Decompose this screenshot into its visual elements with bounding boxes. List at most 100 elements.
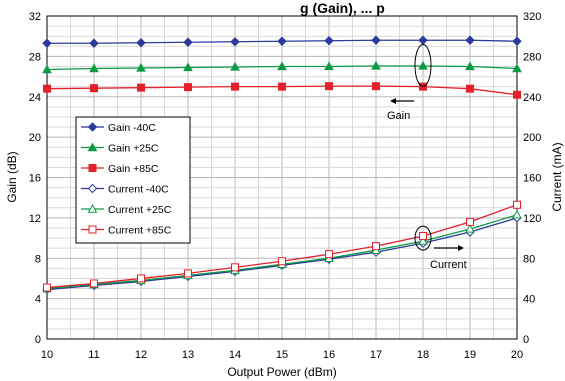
data-point xyxy=(419,232,427,241)
y2-tick-label: 80 xyxy=(523,253,535,265)
x-tick-label: 16 xyxy=(323,349,335,361)
x-tick-label: 14 xyxy=(229,349,241,361)
legend-label-current-25c: Current +25C xyxy=(108,204,172,216)
x-tick-label: 11 xyxy=(88,349,99,361)
legend-label-gain-40c: Gain -40C xyxy=(108,122,156,134)
legend-label-current-85c: Current +85C xyxy=(108,225,172,237)
x-tick-labels: 10 11 12 13 14 15 16 17 18 19 20 xyxy=(41,349,523,361)
data-point xyxy=(372,82,380,91)
current-callout-ellipse xyxy=(414,225,432,251)
data-point xyxy=(136,62,146,72)
data-point xyxy=(372,242,380,251)
y2-axis-label: Current (mA) xyxy=(550,142,564,211)
legend: Gain -40C Gain +25C Gain +85C Current -40C C… xyxy=(75,116,191,244)
x-tick-label: 15 xyxy=(276,349,288,361)
y-tick-label: 12 xyxy=(29,213,41,225)
data-point xyxy=(512,36,522,46)
series-gain-40c xyxy=(42,35,522,48)
legend-label-current-40c: Current -40C xyxy=(108,184,169,196)
y2-tick-label: 120 xyxy=(523,213,541,225)
annotations: Gain Current xyxy=(387,43,467,271)
data-point xyxy=(325,82,333,91)
y-tick-label: 0 xyxy=(35,334,41,346)
y-tick-label: 24 xyxy=(29,92,41,104)
legend-marker-current-40c xyxy=(87,183,98,194)
data-point xyxy=(277,36,287,46)
data-point xyxy=(512,209,522,219)
legend-marker-current-85c xyxy=(88,225,97,234)
x-tick-label: 17 xyxy=(370,349,382,361)
legend-marker-gain-40c xyxy=(87,122,98,132)
data-point xyxy=(465,61,475,71)
data-point xyxy=(278,257,286,266)
data-point xyxy=(90,279,98,288)
y2-tick-label: 0 xyxy=(523,334,529,346)
data-point xyxy=(90,84,98,93)
gain-callout-ellipse xyxy=(414,43,432,87)
data-point xyxy=(277,61,287,71)
x-tick-label: 12 xyxy=(135,349,147,361)
data-point xyxy=(89,38,99,48)
gain-arrow-head xyxy=(390,98,396,104)
data-point xyxy=(513,200,521,209)
y2-tick-label: 280 xyxy=(523,51,541,63)
data-point xyxy=(325,250,333,259)
legend-box xyxy=(75,116,191,244)
data-point xyxy=(465,35,475,45)
series-current-85c xyxy=(43,200,521,292)
x-tick-label: 18 xyxy=(417,349,429,361)
y-axis-label: Gain (dB) xyxy=(5,151,19,202)
legend-label-gain-85c: Gain +85C xyxy=(108,163,159,175)
data-point xyxy=(89,63,99,73)
legend-marker-gain-25c xyxy=(87,142,98,152)
data-point xyxy=(184,269,192,278)
x-tick-label: 19 xyxy=(464,349,476,361)
data-point xyxy=(465,223,475,233)
current-annotation: Current xyxy=(430,259,467,271)
chart-title: g (Gain), ... p xyxy=(300,0,385,16)
series-gain-25c xyxy=(42,60,522,74)
legend-marker-current-25c xyxy=(87,203,98,213)
y-tick-label: 8 xyxy=(35,253,41,265)
y2-tick-labels: 0 40 80 120 160 200 240 280 320 xyxy=(523,11,541,346)
data-point xyxy=(231,82,239,91)
x-axis-label: Output Power (dBm) xyxy=(227,365,336,379)
data-point xyxy=(183,37,193,47)
data-point xyxy=(230,61,240,71)
data-point xyxy=(512,63,522,73)
data-point xyxy=(324,61,334,71)
data-point xyxy=(137,274,145,283)
data-point xyxy=(183,62,193,72)
y2-tick-label: 240 xyxy=(523,92,541,104)
y-tick-label: 16 xyxy=(29,173,41,185)
data-point xyxy=(513,90,521,99)
data-point xyxy=(42,64,52,74)
data-point xyxy=(231,263,239,272)
y2-tick-label: 160 xyxy=(523,173,541,185)
y2-tick-label: 320 xyxy=(523,11,541,23)
data-point xyxy=(136,38,146,48)
data-point xyxy=(137,83,145,92)
data-point xyxy=(278,82,286,91)
data-point xyxy=(43,283,51,292)
data-point xyxy=(418,60,428,70)
y-tick-label: 28 xyxy=(29,51,41,63)
grid xyxy=(46,15,518,340)
x-tick-label: 13 xyxy=(182,349,194,361)
data-point xyxy=(371,35,381,45)
y-tick-labels: 0 4 8 12 16 20 24 28 32 xyxy=(29,11,41,346)
y-tick-label: 32 xyxy=(29,11,41,23)
data-point xyxy=(418,35,428,45)
plot-frame xyxy=(46,15,518,340)
data-point xyxy=(230,37,240,47)
y-tick-label: 4 xyxy=(35,294,41,306)
y2-tick-label: 40 xyxy=(523,294,535,306)
data-point xyxy=(418,236,428,245)
data-point xyxy=(466,217,474,226)
y2-tick-label: 200 xyxy=(523,132,541,144)
data-point xyxy=(42,38,52,48)
data-point xyxy=(324,36,334,46)
gain-annotation: Gain xyxy=(387,110,410,122)
legend-marker-gain-85c xyxy=(88,164,97,172)
